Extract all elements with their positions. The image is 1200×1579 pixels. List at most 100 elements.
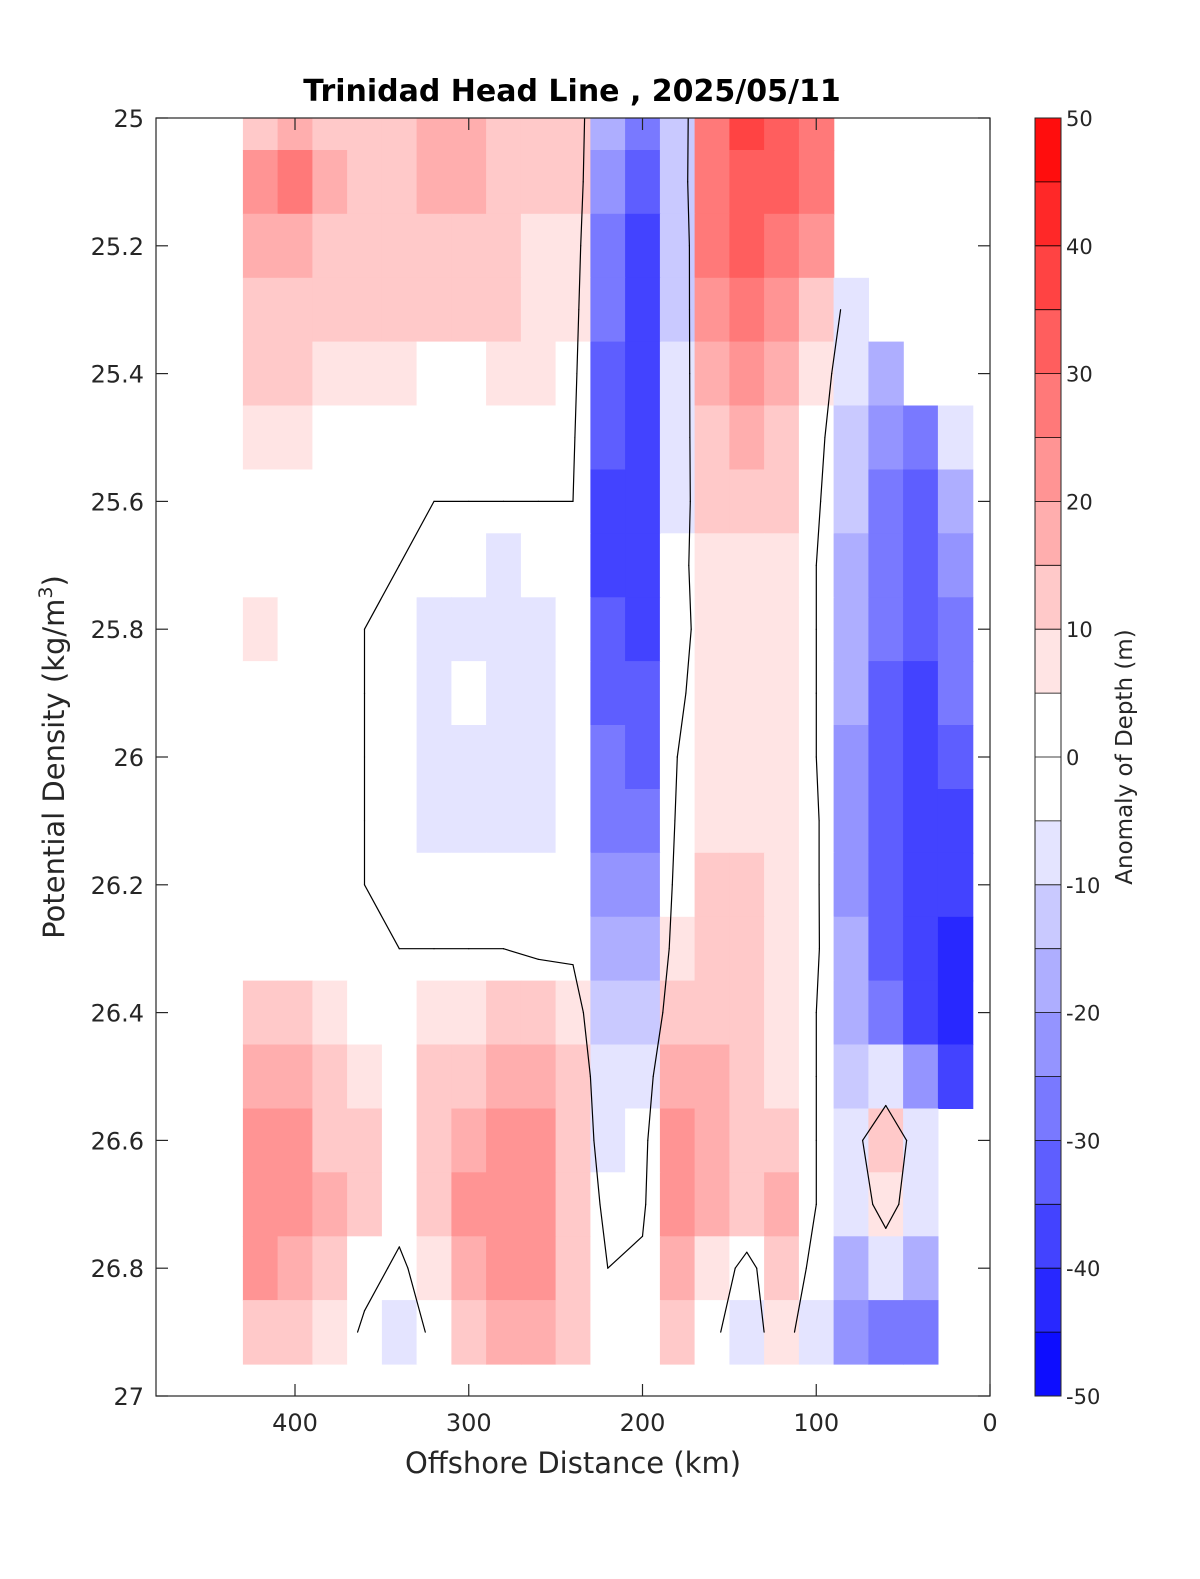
contour-cell bbox=[868, 1300, 903, 1365]
contour-cell bbox=[243, 917, 278, 982]
contour-cell bbox=[868, 1109, 903, 1174]
contour-cell bbox=[312, 661, 347, 726]
contour-cell bbox=[521, 342, 556, 407]
contour-cell bbox=[590, 1172, 625, 1237]
contour-cell bbox=[764, 661, 799, 726]
contour-cell bbox=[451, 597, 486, 662]
contour-cell bbox=[590, 789, 625, 854]
contour-cell bbox=[660, 1300, 695, 1365]
contour-cell bbox=[729, 853, 764, 918]
contour-cell bbox=[729, 597, 764, 662]
contour-cell bbox=[660, 1045, 695, 1110]
contour-cell bbox=[243, 118, 278, 151]
contour-cell bbox=[660, 789, 695, 854]
contour-cell bbox=[868, 789, 903, 854]
colorbar-tick-label: 30 bbox=[1066, 363, 1093, 387]
contour-cell bbox=[695, 1300, 730, 1365]
contour-cell bbox=[382, 725, 417, 790]
contour-cell bbox=[903, 1300, 938, 1365]
contour-cell bbox=[556, 725, 591, 790]
contour-cell bbox=[695, 533, 730, 598]
contour-cell bbox=[590, 661, 625, 726]
contour-cell bbox=[417, 533, 452, 598]
contour-cell bbox=[278, 1109, 313, 1174]
contour-cell bbox=[243, 278, 278, 343]
contour-cell bbox=[417, 150, 452, 215]
contour-cell bbox=[382, 470, 417, 535]
contour-cell bbox=[312, 725, 347, 790]
contour-cell bbox=[243, 661, 278, 726]
contour-cell bbox=[729, 533, 764, 598]
contour-cell bbox=[486, 1045, 521, 1110]
contour-cell bbox=[834, 725, 869, 790]
contour-cell bbox=[695, 1236, 730, 1301]
contour-cell bbox=[590, 725, 625, 790]
contour-cell bbox=[486, 150, 521, 215]
contour-cell bbox=[729, 725, 764, 790]
colorbar-tick-label: -50 bbox=[1066, 1385, 1100, 1409]
contour-cell bbox=[347, 406, 382, 471]
contour-cell bbox=[521, 1300, 556, 1365]
y-tick-label: 25.6 bbox=[91, 488, 144, 516]
contour-cell bbox=[556, 853, 591, 918]
contour-cell bbox=[938, 533, 973, 598]
contour-cell bbox=[312, 1172, 347, 1237]
contour-cell bbox=[556, 533, 591, 598]
contour-cell bbox=[312, 1045, 347, 1110]
colorbar-tick-label: 50 bbox=[1066, 107, 1093, 131]
contour-cell bbox=[764, 725, 799, 790]
y-tick-label: 25.8 bbox=[91, 616, 144, 644]
contour-cell bbox=[417, 725, 452, 790]
y-axis-label-end: ) bbox=[37, 575, 71, 586]
y-tick-label: 26.2 bbox=[91, 872, 144, 900]
contour-cell bbox=[834, 661, 869, 726]
contour-cell bbox=[729, 214, 764, 278]
contour-cell bbox=[243, 725, 278, 790]
contour-cell bbox=[625, 1109, 660, 1174]
contour-cell bbox=[834, 278, 869, 343]
contour-cell bbox=[590, 1300, 625, 1365]
contour-cell bbox=[590, 406, 625, 471]
contour-cell bbox=[903, 917, 938, 982]
contour-cell bbox=[243, 342, 278, 407]
contour-cell bbox=[486, 981, 521, 1046]
contour-cell bbox=[521, 853, 556, 918]
colorbar-swatch bbox=[1035, 118, 1061, 182]
x-axis-label: Offshore Distance (km) bbox=[405, 1446, 741, 1480]
contour-cell bbox=[451, 1300, 486, 1365]
contour-cell bbox=[243, 1109, 278, 1174]
contour-cell bbox=[556, 406, 591, 471]
contour-cell bbox=[417, 1172, 452, 1237]
x-tick-label: 300 bbox=[446, 1409, 492, 1437]
contour-cell bbox=[382, 278, 417, 343]
x-tick-label: 400 bbox=[272, 1409, 318, 1437]
contour-cell bbox=[625, 1300, 660, 1365]
contour-cell bbox=[868, 470, 903, 535]
contour-cell bbox=[729, 1172, 764, 1237]
contour-cell bbox=[243, 1236, 278, 1301]
contour-cell bbox=[625, 278, 660, 343]
contour-cell bbox=[590, 214, 625, 278]
contour-cell bbox=[451, 1109, 486, 1174]
contour-cell bbox=[799, 470, 834, 535]
contour-cell bbox=[799, 917, 834, 982]
contour-cell bbox=[556, 214, 591, 278]
contour-cell bbox=[486, 1172, 521, 1237]
contour-cell bbox=[868, 406, 903, 471]
contour-cell bbox=[312, 342, 347, 407]
colorbar-tick-label: -10 bbox=[1066, 874, 1100, 898]
contour-cell bbox=[938, 661, 973, 726]
colorbar-swatch bbox=[1035, 629, 1061, 693]
contour-cell bbox=[764, 150, 799, 215]
contour-cell bbox=[243, 470, 278, 535]
contour-cell bbox=[590, 150, 625, 215]
contour-cell bbox=[695, 789, 730, 854]
contour-fill-layer bbox=[243, 118, 973, 1365]
contour-cell bbox=[799, 1236, 834, 1301]
contour-cell bbox=[660, 853, 695, 918]
contour-cell bbox=[695, 470, 730, 535]
contour-cell bbox=[590, 853, 625, 918]
contour-cell bbox=[695, 725, 730, 790]
contour-cell bbox=[938, 853, 973, 918]
